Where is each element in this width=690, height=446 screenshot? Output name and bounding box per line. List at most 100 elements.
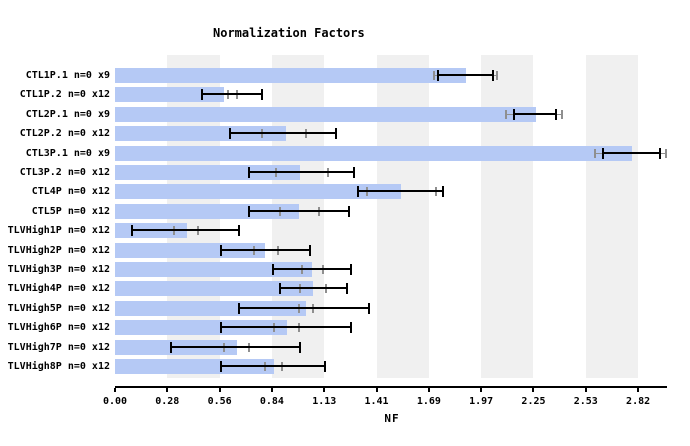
error-bar-line [170,345,301,348]
error-bar-cap [323,361,326,372]
error-bar-cap [219,361,222,372]
row-label: CTL5P n=0 x12 [31,205,110,217]
error-bar-cap [219,322,222,334]
error-bar-cap [201,89,204,101]
x-axis-tick [270,388,273,392]
x-axis-line [115,386,667,388]
x-axis-tick [375,388,378,392]
grid-band [481,55,534,378]
error-bar-cap [659,147,662,159]
x-axis-tick-label: 1.13 [312,396,337,407]
grid-band [585,55,639,378]
error-bar-cap [347,205,350,217]
error-bar-line [131,229,240,232]
x-axis-tick-label: 0.00 [102,396,128,407]
x-axis-tick [532,388,535,392]
error-bar-cap [349,322,352,334]
error-bar-line [602,151,661,154]
error-bar-line [202,93,262,96]
row-label: CTL3P.1 n=0 x9 [25,147,110,159]
x-axis-tick [114,388,116,392]
row-label: CTL3P.2 n=0 x12 [19,167,110,178]
row-label: TLVHigh4P n=0 x12 [7,283,110,295]
error-bar-line [513,112,557,115]
error-bar-cap [512,108,515,120]
error-bar-cap [247,205,250,217]
row-label: TLVHigh5P n=0 x12 [7,302,110,314]
error-bar-cap [260,89,263,101]
error-bar-cap [349,264,352,275]
error-bar-cap [345,283,348,295]
error-bar-cap [247,167,250,178]
error-bar-cap [436,70,439,81]
x-axis-tick [218,388,221,392]
x-axis-tick [166,388,169,392]
x-axis-tick [323,388,326,392]
x-axis-tick-label: 1.41 [364,396,389,407]
row-label: TLVHigh2P n=0 x12 [7,244,110,256]
x-axis-tick [637,388,640,392]
x-axis-tick-label: 0.56 [207,396,232,407]
error-bar-cap [555,108,558,120]
error-bar-cap [442,186,445,198]
bar [115,359,275,374]
x-axis-tick [584,388,587,392]
error-bar-cap [492,70,495,81]
error-bar-cap [238,225,241,237]
row-label: CTL2P.1 n=0 x9 [25,108,110,120]
error-bar-cap [334,128,337,140]
bar [115,68,466,83]
error-bar-cap [353,167,356,178]
bar [115,203,299,219]
row-label: TLVHigh8P n=0 x12 [7,361,110,372]
row-label: TLVHigh3P n=0 x12 [7,264,110,275]
error-bar-line [229,132,336,135]
error-bar-cap [601,147,604,159]
x-axis-tick-label: 2.53 [573,396,598,407]
error-bar-cap [238,302,241,314]
row-label: CTL1P.1 n=0 x9 [25,70,110,81]
error-bar-line [280,287,347,290]
bar [115,262,312,277]
x-axis-tick-label: 0.28 [155,396,180,407]
error-bar-line [220,365,325,367]
error-bar-line [239,306,370,309]
error-bar-line [357,190,444,193]
secondary-whisker-cap [496,71,499,80]
row-label: TLVHigh7P n=0 x12 [7,341,110,353]
error-bar-line [248,209,349,212]
error-bar-cap [228,128,231,140]
bar [115,184,401,200]
x-axis-tick-label: 2.82 [626,396,651,407]
secondary-whisker-cap [560,109,563,119]
x-axis-tick [427,388,430,392]
error-bar-line [248,171,355,173]
bar [115,87,225,103]
bar [115,106,536,122]
secondary-whisker-cap [664,148,667,158]
row-label: TLVHigh1P n=0 x12 [7,225,110,237]
grid-band [376,55,429,378]
error-bar-cap [169,341,172,353]
bar [115,126,286,142]
bar [115,281,314,297]
bar [115,242,266,258]
error-bar-cap [130,225,133,237]
x-axis-tick-label: 0.84 [259,396,284,407]
secondary-whisker-cap [505,109,508,119]
error-bar-cap [368,302,371,314]
row-label: CTL2P.2 n=0 x12 [19,128,110,140]
bar [115,165,301,180]
bar [115,300,307,316]
error-bar-line [220,326,351,329]
row-label: CTL1P.2 n=0 x12 [19,89,110,101]
bar [115,145,633,161]
x-axis-label: NF [384,412,400,425]
secondary-whisker-cap [432,71,435,80]
x-axis-tick [480,388,483,392]
error-bar-cap [308,244,311,256]
chart-title: Normalization Factors [213,26,365,40]
row-label: CTL4P n=0 x12 [31,186,110,198]
error-bar-cap [299,341,302,353]
